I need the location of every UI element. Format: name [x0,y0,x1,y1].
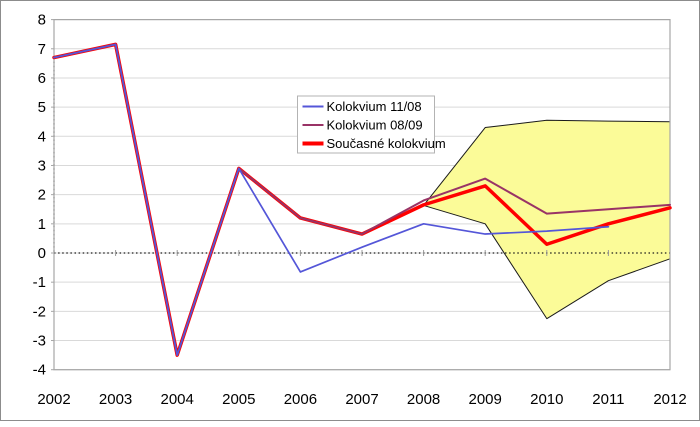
x-axis-label: 2012 [653,391,686,408]
y-axis-label: 0 [38,245,46,262]
y-axis-label: -1 [33,274,46,291]
x-axis-label: 2010 [530,391,563,408]
x-axis-label: 2002 [37,391,70,408]
legend-label: Kolokvium 11/08 [327,99,422,114]
y-axis-label: -3 [33,333,46,350]
y-axis-label: 7 [38,41,46,58]
uncertainty-band [423,119,671,320]
x-axis-label: 2009 [469,391,502,408]
legend-label: Kolokvium 08/09 [327,118,423,133]
x-axis-label: 2006 [284,391,317,408]
x-axis-label: 2007 [345,391,378,408]
x-axis-label: 2011 [592,391,624,408]
x-axis-label: 2008 [407,391,440,408]
y-axis-label: -2 [33,303,46,320]
y-axis-label: -4 [33,362,46,379]
legend-label: Současné kolokvium [327,136,446,151]
y-axis-label: 8 [38,12,46,29]
x-axis-label: 2004 [161,391,194,408]
y-axis-label: 6 [38,70,46,87]
series-line-kolokvium-11-08 [53,43,610,356]
x-axis-label: 2005 [222,391,255,408]
y-axis-label: 1 [38,216,46,233]
y-axis-label: 3 [38,157,46,174]
x-axis-label: 2003 [99,391,132,408]
y-axis-label: 4 [38,128,46,145]
y-axis-label: 2 [38,187,46,204]
y-axis-label: 5 [38,99,46,116]
